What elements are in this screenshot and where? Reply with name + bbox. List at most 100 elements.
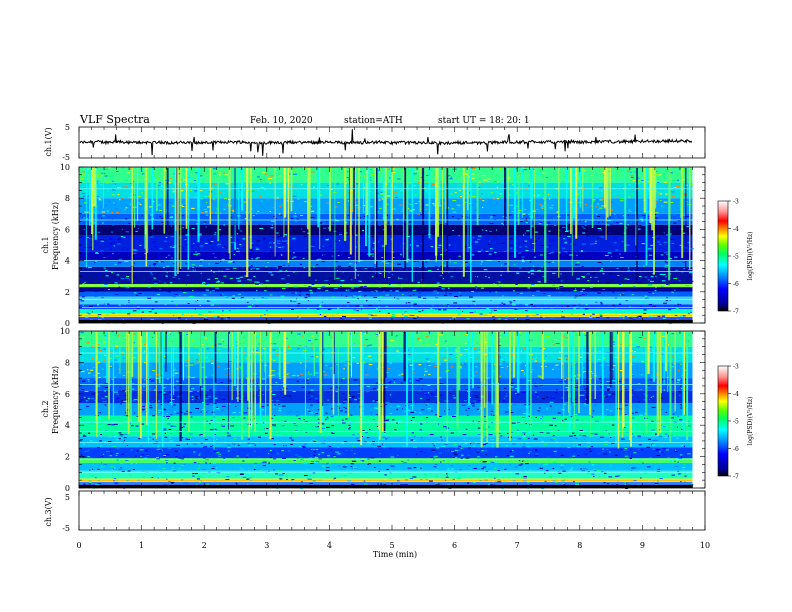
spectrogram-speckle	[262, 171, 265, 173]
spectrogram-speckle	[474, 276, 476, 277]
spectrogram-speckle	[581, 290, 584, 292]
spectrogram-speckle	[380, 177, 384, 179]
spectrogram-speckle	[359, 305, 363, 307]
spectrogram-speckle	[553, 371, 555, 373]
spectrogram-speckle	[314, 372, 319, 374]
spectrogram-speckle	[243, 271, 246, 273]
spectrogram-speckle	[351, 287, 354, 289]
spectrogram-speckle	[340, 354, 344, 356]
spectrogram-speckle	[647, 279, 650, 281]
spectrogram-speckle	[580, 251, 583, 252]
spectrogram-speckle	[288, 395, 292, 397]
spectrogram-speckle	[584, 204, 588, 206]
spectrogram-speckle	[103, 333, 108, 335]
spectrogram-speckle	[384, 287, 386, 288]
spectrogram-speckle	[548, 231, 553, 233]
spectrogram-speckle	[233, 254, 235, 255]
spectrogram-speckle	[235, 474, 239, 476]
spectrogram-speckle	[410, 187, 413, 189]
spectrogram-speckle	[474, 311, 476, 313]
spectrogram-speckle	[580, 255, 585, 257]
spectrogram-streak	[382, 168, 386, 221]
spectrogram-speckle	[500, 193, 502, 195]
spectrogram-speckle	[236, 250, 240, 252]
spectrogram-speckle	[212, 253, 215, 255]
spectrogram-speckle	[256, 244, 259, 246]
spectrogram-speckle	[612, 365, 616, 367]
spectrogram-speckle	[417, 260, 419, 262]
spectrogram-speckle	[307, 308, 309, 310]
spectrogram-speckle	[463, 384, 466, 386]
spectrogram-speckle	[191, 340, 194, 342]
spectrogram-speckle	[338, 231, 343, 233]
spectrogram-speckle	[420, 437, 423, 439]
spectrogram-speckle	[154, 283, 158, 285]
spectrogram-speckle	[241, 284, 245, 286]
spectrogram-speckle	[457, 449, 460, 451]
spectrogram-speckle	[290, 218, 294, 220]
spectrogram-speckle	[355, 234, 358, 236]
spectrogram-speckle	[319, 304, 322, 306]
spectrogram-speckle	[118, 390, 122, 392]
spectrogram-speckle	[425, 267, 428, 269]
spectrogram-speckle	[464, 482, 466, 483]
spectrogram-speckle	[440, 254, 444, 255]
spectrogram-speckle	[689, 443, 691, 445]
spectrogram-speckle	[300, 362, 302, 364]
spectrogram-speckle	[643, 472, 647, 474]
spectrogram-speckle	[458, 235, 460, 237]
spectrogram-speckle	[156, 458, 161, 460]
spectrogram-speckle	[111, 469, 114, 471]
spectrogram-speckle	[561, 343, 564, 345]
spectrogram-speckle	[290, 300, 292, 302]
spectrogram-speckle	[342, 271, 344, 273]
spectrogram-speckle	[355, 281, 358, 282]
spectrogram-speckle	[660, 205, 663, 207]
spectrogram-speckle	[688, 313, 690, 315]
spectrogram-speckle	[427, 408, 431, 410]
spectrogram-speckle	[83, 396, 86, 398]
spectrogram-speckle	[631, 374, 633, 376]
spectrogram-speckle	[513, 439, 517, 441]
spectrogram-speckle	[119, 386, 121, 388]
spectrogram-speckle	[308, 286, 311, 288]
spectrogram-speckle	[582, 435, 587, 437]
spectrogram-speckle	[82, 435, 87, 437]
spectrogram-speckle	[124, 209, 126, 211]
spectrogram-speckle	[356, 310, 359, 312]
spectrogram-speckle	[268, 462, 270, 464]
spectrogram-speckle	[454, 192, 457, 194]
spectrogram-speckle	[304, 310, 306, 312]
spectrogram-speckle	[127, 313, 131, 315]
spectrogram-speckle	[597, 362, 602, 364]
spectrogram-speckle	[137, 219, 140, 220]
spectrogram-speckle	[207, 206, 211, 208]
spectrogram-speckle	[619, 179, 622, 181]
spectrogram-streak	[689, 168, 691, 269]
spectrogram-speckle	[390, 238, 393, 240]
spectrogram-speckle	[82, 217, 86, 219]
spectrogram-speckle	[128, 232, 131, 234]
spectrogram-speckle	[96, 195, 100, 197]
spectrogram-speckle	[391, 251, 395, 253]
spectrogram-speckle	[393, 191, 397, 193]
spectrogram-speckle	[502, 361, 506, 363]
spectrogram-speckle	[683, 169, 685, 171]
spectrogram-speckle	[400, 240, 401, 242]
spectrogram-speckle	[368, 336, 371, 338]
spectrogram-speckle	[402, 266, 406, 268]
spectrogram-speckle	[609, 217, 612, 219]
spectrogram-speckle	[565, 172, 569, 174]
spectrogram-speckle	[300, 228, 303, 230]
spectrogram-speckle	[349, 426, 352, 428]
spectrogram-speckle	[124, 179, 129, 181]
spectrogram-speckle	[533, 425, 537, 426]
spectrogram-speckle	[518, 229, 521, 231]
spectrogram-speckle	[663, 201, 668, 203]
spectrogram-speckle	[364, 269, 369, 271]
spectrogram-speckle	[596, 213, 598, 215]
spectrogram-speckle	[505, 271, 508, 273]
spectrogram-speckle	[670, 417, 675, 419]
spectrogram-speckle	[378, 299, 381, 301]
spectrogram-speckle	[232, 331, 234, 333]
